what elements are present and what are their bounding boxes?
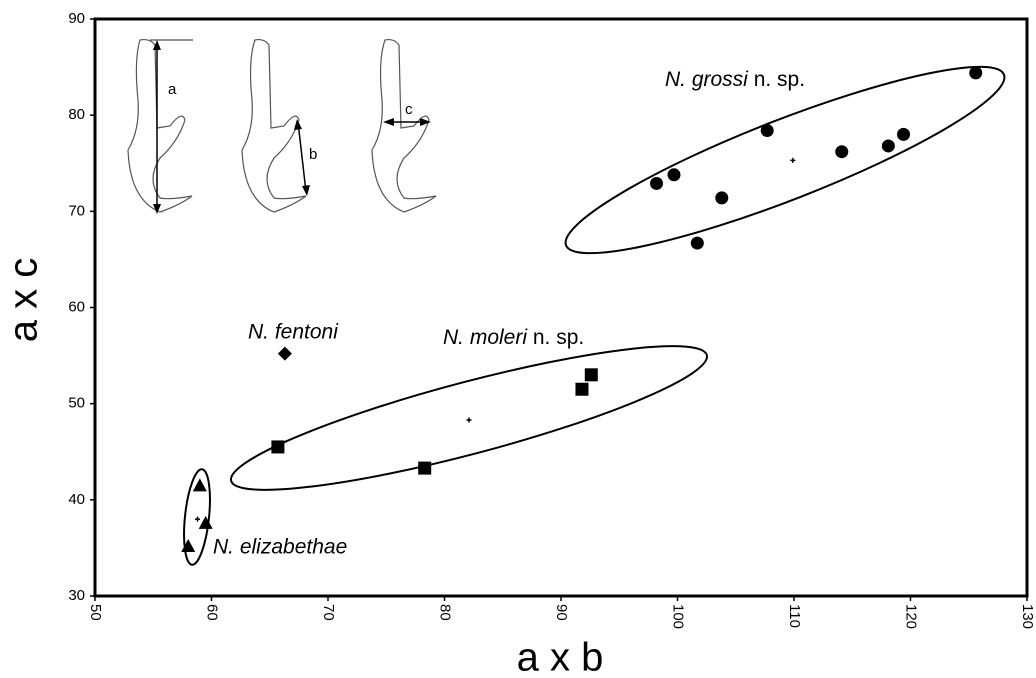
annotation: N. grossi n. sp. [665, 68, 805, 91]
annotation: N. moleri n. sp. [443, 326, 584, 349]
point [418, 462, 431, 475]
x-tick-label: 70 [320, 604, 337, 621]
annotation-italic: N. moleri [443, 326, 528, 349]
point [761, 124, 774, 137]
x-tick-label: 100 [670, 604, 687, 629]
y-axis-title: a x c [2, 258, 46, 342]
point [897, 128, 910, 141]
y-tick-label: 70 [68, 202, 85, 219]
x-tick-label: 50 [87, 604, 104, 621]
point [691, 237, 704, 250]
y-tick-label: 50 [68, 395, 85, 412]
annotation-text: n. sp. [754, 68, 805, 91]
x-tick-label: 120 [903, 604, 920, 629]
y-tick-label: 90 [68, 10, 85, 27]
plot-frame [95, 19, 1027, 596]
annotation: N. fentoni [248, 321, 339, 344]
x-axis-title: a x b [517, 636, 604, 678]
centroid [790, 158, 795, 163]
inset-label: c [405, 101, 413, 118]
x-tick-label: 110 [786, 604, 803, 628]
point [199, 516, 213, 529]
point [650, 177, 663, 190]
point [278, 347, 292, 361]
chart: a b c N. grossi n. sp. N. moleri n. sp. … [0, 0, 1036, 678]
point [193, 478, 207, 491]
point [575, 383, 588, 396]
y-tick-label: 30 [68, 587, 85, 604]
point [585, 368, 598, 381]
point [271, 440, 284, 453]
centroid [466, 418, 471, 423]
inset-label: a [168, 81, 177, 98]
annotation-text: n. sp. [533, 326, 584, 349]
point [835, 145, 848, 158]
inset: a b c [128, 40, 436, 214]
point [668, 168, 681, 181]
y-tick-label: 60 [68, 298, 85, 315]
centroid [195, 517, 200, 522]
y-tick-label: 80 [68, 106, 85, 123]
x-tick-label: 90 [553, 604, 570, 621]
annotation-italic: N. grossi [665, 68, 749, 91]
y-tick-label: 40 [68, 491, 85, 508]
annotation: N. elizabethae [213, 536, 347, 559]
x-tick-label: 80 [437, 604, 454, 621]
point [969, 66, 982, 79]
point [882, 139, 895, 152]
x-tick-label: 60 [204, 604, 221, 621]
inset-label: b [309, 146, 317, 163]
x-tick-label: 130 [1019, 604, 1036, 629]
point [715, 191, 728, 204]
